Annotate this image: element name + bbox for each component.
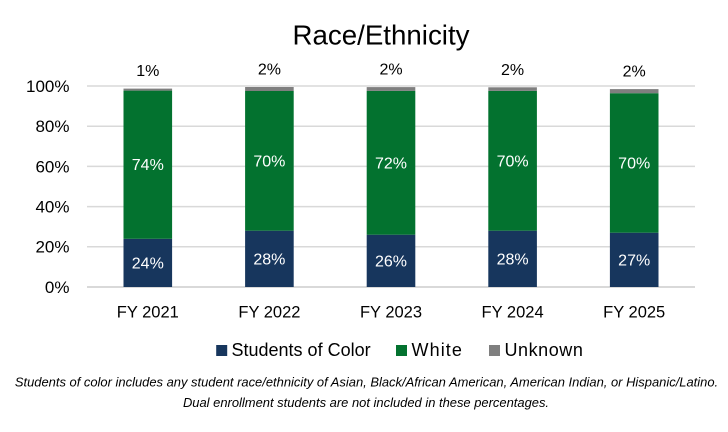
svg-text:FY 2022: FY 2022: [238, 304, 300, 322]
svg-text:FY 2024: FY 2024: [482, 304, 544, 322]
svg-text:70%: 70%: [253, 153, 285, 170]
svg-text:100%: 100%: [26, 77, 69, 96]
svg-text:White: White: [412, 340, 464, 360]
svg-text:26%: 26%: [375, 253, 407, 270]
svg-text:Students of Color: Students of Color: [232, 340, 371, 360]
svg-text:1%: 1%: [136, 63, 159, 80]
svg-text:2%: 2%: [258, 62, 281, 79]
svg-text:28%: 28%: [253, 251, 285, 268]
svg-text:20%: 20%: [35, 238, 69, 257]
svg-text:FY 2025: FY 2025: [603, 304, 665, 322]
svg-text:72%: 72%: [375, 155, 407, 172]
svg-text:Students of color includes any: Students of color includes any student r…: [15, 375, 718, 390]
svg-text:Unknown: Unknown: [505, 340, 584, 360]
svg-text:24%: 24%: [132, 255, 164, 272]
svg-text:Dual enrollment students are n: Dual enrollment students are not include…: [183, 395, 549, 410]
svg-text:FY 2023: FY 2023: [360, 304, 422, 322]
svg-text:40%: 40%: [35, 198, 69, 217]
svg-text:70%: 70%: [618, 156, 650, 173]
svg-text:28%: 28%: [497, 251, 529, 268]
svg-text:Race/Ethnicity: Race/Ethnicity: [293, 19, 470, 50]
svg-text:0%: 0%: [45, 278, 70, 297]
svg-text:80%: 80%: [35, 117, 69, 136]
svg-text:FY 2021: FY 2021: [117, 304, 179, 322]
svg-text:74%: 74%: [132, 157, 164, 174]
svg-text:70%: 70%: [497, 153, 529, 170]
svg-text:2%: 2%: [379, 62, 402, 79]
svg-text:60%: 60%: [35, 157, 69, 176]
svg-text:2%: 2%: [623, 64, 646, 81]
svg-text:2%: 2%: [501, 62, 524, 79]
svg-text:27%: 27%: [618, 252, 650, 269]
